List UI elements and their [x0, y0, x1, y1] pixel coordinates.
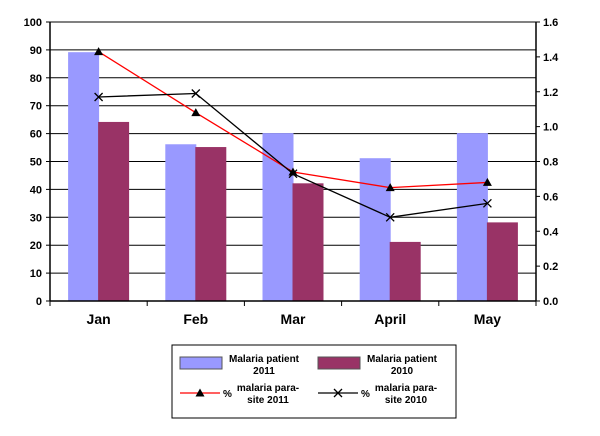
- legend-label: malaria para-: [237, 383, 299, 394]
- legend-label: 2011: [253, 366, 275, 377]
- legend-label: %: [361, 389, 370, 400]
- triangle-marker: [191, 108, 201, 117]
- y2-tick-label: 0.2: [543, 261, 558, 273]
- y2-tick-label: 0.0: [543, 296, 558, 308]
- bar: [68, 52, 100, 302]
- legend-label: site 2011: [247, 395, 289, 406]
- x-tick-label: April: [374, 311, 406, 327]
- legend-label: site 2010: [385, 395, 428, 406]
- x-marker: [385, 212, 395, 222]
- axes: [46, 21, 540, 306]
- triangle-marker: [195, 388, 205, 397]
- x-marker: [333, 388, 343, 398]
- x-marker: [482, 198, 492, 208]
- legend-label: malaria para-: [375, 383, 437, 394]
- triangle-marker: [94, 47, 104, 56]
- y-tick-label: 90: [30, 45, 42, 57]
- x-marker: [191, 89, 201, 98]
- y2-tick-label: 0.4: [543, 226, 559, 238]
- x-marker: [288, 169, 298, 179]
- bar: [486, 222, 518, 302]
- x-tick-label: Feb: [183, 311, 208, 327]
- tick-labels: 0 10 20 30 40 50 60 70 80 90 100 0.0 0.2 0.4 0.6 0.8 1.0…: [24, 17, 560, 327]
- triangle-marker: [385, 183, 395, 192]
- bar: [456, 133, 488, 302]
- y2-tick-label: 1.2: [543, 87, 558, 99]
- bar: [389, 241, 421, 302]
- y-tick-label: 0: [36, 296, 42, 308]
- legend-label: 2010: [391, 366, 414, 377]
- triangle-marker: [482, 177, 492, 186]
- bar: [292, 183, 324, 302]
- y2-tick-label: 0.6: [543, 191, 558, 203]
- y2-tick-label: 1.4: [543, 52, 559, 64]
- triangle-marker: [288, 167, 298, 176]
- x-tick-label: May: [474, 311, 501, 327]
- y-tick-label: 70: [30, 101, 42, 113]
- y-tick-label: 30: [30, 212, 42, 224]
- y-tick-label: 40: [30, 184, 42, 196]
- legend-label: Malaria patient: [229, 354, 300, 365]
- y-tick-label: 80: [30, 73, 42, 85]
- y-tick-label: 20: [30, 240, 42, 252]
- legend-swatch: [317, 356, 361, 370]
- bars: [68, 52, 518, 302]
- y-tick-label: 50: [30, 157, 42, 169]
- bar: [195, 147, 227, 302]
- bar: [262, 133, 294, 302]
- y-tick-label: 100: [24, 17, 42, 29]
- bar: [165, 144, 197, 302]
- y-tick-label: 60: [30, 129, 42, 141]
- line-series: [94, 47, 492, 222]
- y2-tick-label: 0.8: [543, 157, 558, 169]
- legend-swatch: [179, 356, 223, 370]
- y2-tick-label: 1.6: [543, 17, 558, 29]
- bar: [359, 158, 391, 302]
- legend-label: %: [223, 389, 232, 400]
- y-tick-label: 10: [30, 268, 42, 280]
- bar: [98, 121, 130, 302]
- x-marker: [94, 92, 104, 102]
- x-tick-label: Mar: [281, 311, 306, 327]
- x-tick-label: Jan: [87, 311, 111, 327]
- legend-label: Malaria patient: [367, 354, 438, 365]
- y2-tick-label: 1.0: [543, 122, 558, 134]
